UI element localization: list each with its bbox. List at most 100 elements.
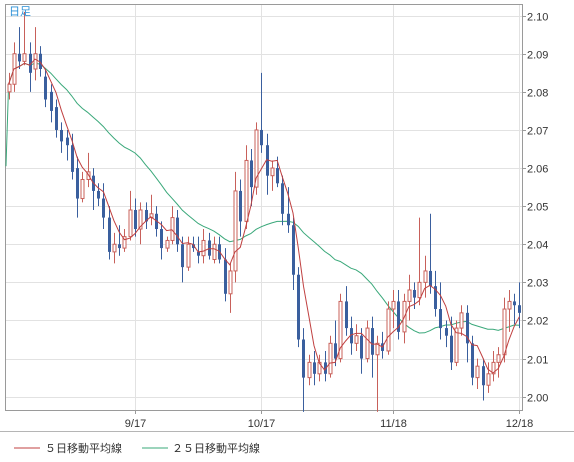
candle-body bbox=[334, 343, 337, 359]
candle-body bbox=[360, 335, 363, 359]
candle-body bbox=[254, 129, 259, 188]
ma5-line bbox=[8, 58, 520, 374]
candle-body bbox=[250, 160, 253, 188]
candle-body bbox=[33, 53, 38, 70]
candle-body bbox=[80, 178, 85, 200]
legend: ５日移動平均線 ２５日移動平均線 bbox=[14, 441, 260, 455]
candle-body bbox=[134, 209, 137, 230]
candle-body bbox=[176, 217, 179, 245]
candle-body bbox=[450, 335, 453, 363]
candle-body bbox=[55, 107, 58, 130]
candle-body bbox=[475, 365, 480, 379]
candle-body bbox=[413, 289, 416, 298]
candle-body bbox=[160, 229, 163, 249]
candle-body bbox=[145, 209, 148, 222]
candle-body bbox=[260, 129, 263, 146]
candle-body bbox=[170, 217, 175, 241]
y-tick-label: 2.08 bbox=[527, 88, 548, 100]
candle-body bbox=[513, 301, 516, 306]
candle-body bbox=[201, 239, 206, 257]
legend-ma5-label: ５日移動平均線 bbox=[45, 441, 122, 455]
candle-body bbox=[239, 190, 242, 222]
candle-body bbox=[276, 168, 279, 184]
candle-body bbox=[44, 76, 47, 100]
candle-body bbox=[328, 342, 333, 375]
candle-body bbox=[445, 328, 448, 336]
y-tick-label: 2.03 bbox=[527, 278, 548, 290]
y-tick-label: 2.00 bbox=[527, 393, 548, 405]
candle-body bbox=[224, 259, 227, 294]
candle-body bbox=[345, 301, 348, 329]
y-tick-label: 2.05 bbox=[527, 202, 548, 214]
candle-body bbox=[39, 53, 42, 70]
plot-frame bbox=[5, 4, 523, 411]
candle-body bbox=[471, 343, 474, 378]
x-tick-label: 12/18 bbox=[506, 418, 534, 430]
candle-body bbox=[302, 339, 305, 378]
candle-body bbox=[466, 312, 469, 344]
candle-body bbox=[281, 183, 284, 214]
candle-body bbox=[244, 159, 249, 222]
candle-body bbox=[7, 83, 12, 93]
candle-body bbox=[292, 225, 295, 275]
legend-ma25-label: ２５日移動平均線 bbox=[172, 441, 260, 455]
candle-body bbox=[29, 53, 32, 73]
candle-body bbox=[429, 270, 432, 287]
candle-body bbox=[66, 137, 69, 146]
timeframe-badge: 日足 bbox=[9, 5, 31, 18]
ma25-layer bbox=[5, 62, 520, 334]
candle-body bbox=[138, 209, 143, 230]
candle-body bbox=[502, 308, 507, 356]
candle-body bbox=[186, 243, 191, 268]
candle-body bbox=[165, 239, 170, 249]
candle-body bbox=[192, 244, 195, 249]
candle-body bbox=[71, 145, 74, 172]
candle-body bbox=[491, 361, 496, 375]
candle-body bbox=[439, 309, 442, 329]
candle-body bbox=[454, 327, 459, 363]
y-tick-label: 2.06 bbox=[527, 164, 548, 176]
candle-body bbox=[365, 327, 370, 360]
candle-body bbox=[371, 328, 374, 355]
y-tick-label: 2.07 bbox=[527, 126, 548, 138]
candle-body bbox=[518, 305, 521, 313]
candle-body bbox=[122, 236, 127, 249]
candle-body bbox=[181, 244, 184, 268]
x-axis-ticks: 9/17 10/17 11/18 12/18 bbox=[125, 410, 533, 430]
candle-body bbox=[18, 53, 21, 62]
candle-body bbox=[208, 240, 211, 256]
candle-body bbox=[434, 286, 437, 310]
candle-body bbox=[375, 342, 380, 356]
grid-lines bbox=[6, 5, 522, 410]
candlesticks bbox=[7, 11, 521, 412]
x-tick-label: 10/17 bbox=[248, 418, 276, 430]
candle-body bbox=[60, 129, 63, 142]
candle-body bbox=[307, 361, 312, 379]
candle-body bbox=[423, 270, 428, 283]
candle-body bbox=[507, 300, 512, 310]
candle-body bbox=[108, 217, 111, 252]
candle-body bbox=[407, 289, 412, 302]
candle-body bbox=[287, 213, 290, 226]
candle-body bbox=[233, 190, 238, 272]
y-tick-label: 2.09 bbox=[527, 50, 548, 62]
candle-body bbox=[482, 366, 485, 386]
x-tick-label: 9/17 bbox=[125, 418, 146, 430]
candle-body bbox=[22, 53, 27, 62]
x-tick-label: 11/18 bbox=[380, 418, 407, 430]
y-tick-label: 2.01 bbox=[527, 355, 548, 367]
candle-body bbox=[228, 270, 233, 295]
candle-body bbox=[50, 91, 53, 111]
y-tick-label: 2.04 bbox=[527, 240, 548, 252]
candle-body bbox=[459, 312, 464, 329]
y-tick-label: 2.02 bbox=[527, 316, 548, 328]
candle-body bbox=[386, 308, 391, 352]
candle-body bbox=[417, 281, 422, 299]
candle-body bbox=[212, 243, 217, 261]
candle-body bbox=[496, 354, 501, 363]
candle-body bbox=[197, 251, 200, 256]
candle-body bbox=[297, 274, 300, 340]
candle-body bbox=[102, 198, 105, 218]
y-axis-ticks: 2.00 2.01 2.02 2.03 2.04 2.05 2.06 2.07 2.08 2.09… bbox=[522, 12, 548, 405]
